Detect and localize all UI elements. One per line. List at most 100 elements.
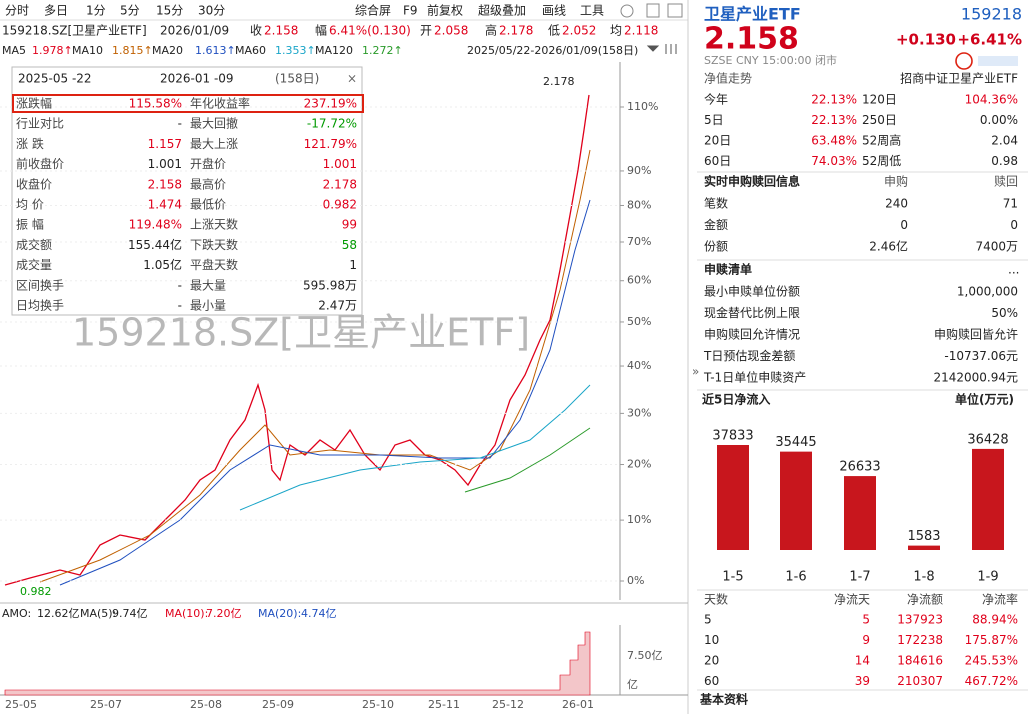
inflow-bar [780,451,812,550]
settings-icon[interactable] [620,4,634,18]
bar-category-label: 1-9 [977,570,998,585]
inflow-bar [844,476,876,550]
flow-days: 5 [704,613,712,627]
tool-button[interactable]: 工具 [580,4,604,18]
stat-value: - [178,117,182,131]
section-title: 基本资料 [699,692,748,707]
tool-button[interactable]: F9 [403,4,418,18]
row-value: 2142000.94元 [933,371,1018,385]
stat-value: 119.48% [129,218,182,232]
ma-controls[interactable] [646,44,677,54]
row-value: -10737.06元 [944,349,1018,363]
stat-value: -17.72% [307,117,357,131]
return-label: 60日 [704,154,731,168]
stat-value: - [178,278,182,292]
volume-label: MA(20): [258,607,301,620]
ma-value: 1.815↑ [112,44,153,57]
tool-button[interactable]: 综合屏 [355,3,391,18]
stat-value: 1.474 [148,198,182,212]
row-value: 0 [1010,218,1018,232]
period-tab[interactable]: 15分 [156,4,183,18]
stat-value: 99 [342,218,357,232]
stat-label: 最大量 [190,278,226,292]
stat-label: 最高价 [190,176,226,191]
x-tick-label: 25-08 [190,698,222,711]
period-tab[interactable]: 多日 [44,4,68,18]
tool-button[interactable]: 超级叠加 [478,3,526,18]
stat-value: 121.79% [304,137,357,151]
row-value: 1,000,000 [957,285,1018,299]
return-value: 63.48% [811,134,857,148]
bar-value-label: 35445 [775,435,816,450]
column-header: 净流率 [982,592,1018,607]
quote-date: 2026/01/09 [160,24,229,38]
row-value: 7400万 [975,240,1018,254]
volume-value: 7.20亿 [206,607,242,620]
toggle-icon[interactable] [646,3,660,18]
stat-value: 2.47万 [318,299,357,313]
stat-label: 行业对比 [16,117,64,131]
stat-label: 最大上涨 [190,136,238,151]
end-date[interactable]: 2026-01 -09 [160,72,234,86]
return-label: 5日 [704,113,724,127]
flow-count: 14 [855,654,870,668]
close-button[interactable]: × [347,72,357,86]
fund-code: 159218 [961,5,1022,24]
return-value: 22.13% [811,113,857,127]
row-label: 份额 [704,240,728,254]
tool-button[interactable]: 前复权 [427,3,463,18]
return-label: 52周低 [862,154,901,168]
flow-count: 5 [862,613,870,627]
row-label: T日预估现金差额 [703,348,795,363]
more-button[interactable]: ... [1008,263,1019,277]
flow-days: 20 [704,654,719,668]
stat-label: 最低价 [190,198,226,212]
highlight-circle [955,52,973,70]
stat-label: 涨 跌 [16,136,44,151]
interval-panel [11,66,363,316]
period-tab[interactable]: 30分 [198,4,225,18]
stat-value: 155.44亿 [128,237,182,252]
security-code: 159218.SZ[卫星产业ETF] [2,24,147,38]
row-value: 0 [900,218,908,232]
y-tick-label: 10% [627,513,651,526]
ma-value: 1.353↑ [275,44,316,57]
quote-label: 高 [485,23,497,38]
stat-label: 平盘天数 [190,257,238,272]
inflow-bar [972,448,1004,550]
column-header: 净流天 [834,593,870,607]
return-value: 104.36% [965,93,1018,107]
flow-amount: 184616 [897,654,943,668]
tool-button[interactable]: 画线 [542,4,566,18]
flow-rate: 88.94% [972,613,1018,627]
period-tab[interactable]: 分时 [5,4,29,18]
bar-category-label: 1-7 [849,570,870,585]
column-header: 天数 [704,592,728,607]
return-value: 2.04 [991,134,1018,148]
x-tick-label: 26-01 [562,698,594,711]
volume-value: 12.62亿 [37,607,80,620]
period-tab[interactable]: 5分 [120,4,140,18]
y-tick-label: 20% [627,458,651,471]
quote-value: 2.158 [264,24,298,38]
quote-value: 6.41%(0.130) [329,24,411,38]
flow-amount: 172238 [897,633,943,647]
stat-value: 2.158 [148,177,182,191]
start-date[interactable]: 2025-05 -22 [18,72,92,86]
window-icon[interactable] [667,3,683,18]
header-icons[interactable] [978,56,1018,66]
ma-value: 1.613↑ [195,44,236,57]
ma-label: MA20 [152,44,183,57]
stat-value: 2.178 [323,177,357,191]
tracked-index: 招商中证卫星产业ETF [900,71,1018,86]
y-tick-label: 90% [627,164,651,177]
x-tick-label: 25-10 [362,698,394,711]
stat-label: 收盘价 [16,176,52,191]
collapse-arrow[interactable]: » [692,365,699,379]
high-label: 2.178 [543,75,575,88]
period-tab[interactable]: 1分 [86,4,106,18]
volume-value: 9.74亿 [112,607,148,620]
y-tick-label: 0% [627,574,644,587]
last-price: 2.158 [704,22,799,57]
